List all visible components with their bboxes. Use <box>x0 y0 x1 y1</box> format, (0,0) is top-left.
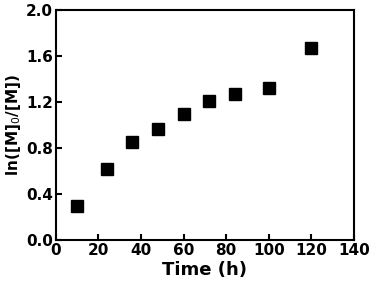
Y-axis label: ln([M]$_0$/[M]): ln([M]$_0$/[M]) <box>4 74 23 176</box>
X-axis label: Time (h): Time (h) <box>162 261 247 279</box>
